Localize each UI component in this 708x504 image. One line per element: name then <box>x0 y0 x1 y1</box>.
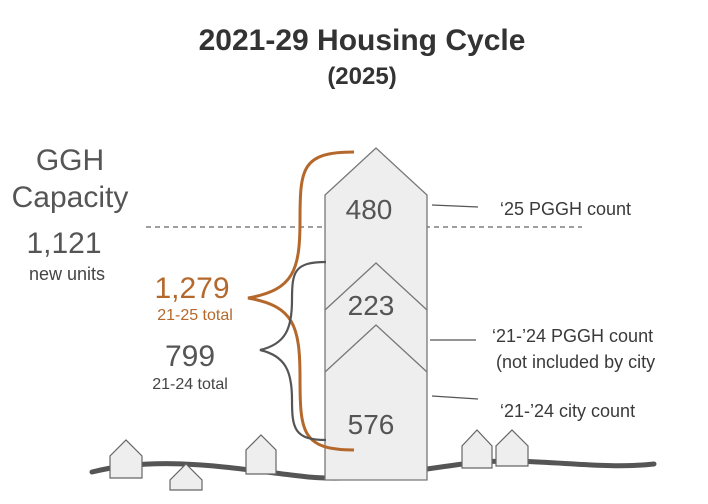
label-21-24-city-count: ‘21-’24 city count <box>500 401 635 421</box>
total-21-25-caption: 21-25 total <box>157 307 233 324</box>
label-21-24-pggh-count: ‘21-’24 PGGH count <box>492 326 653 346</box>
brace-21-24-total <box>259 260 327 442</box>
segment-value-25-pggh: 480 <box>346 194 393 225</box>
brace-21-25-total <box>247 150 355 452</box>
leader-line <box>431 204 479 208</box>
segment-value-21-24-city: 576 <box>348 409 395 440</box>
total-21-25-value: 1,279 <box>154 272 229 305</box>
small-houses <box>109 429 529 491</box>
capacity-caption: new units <box>29 264 105 284</box>
page-subtitle: (2025) <box>327 63 396 90</box>
label-25-pggh-count: ‘25 PGGH count <box>500 199 631 219</box>
tower-outline <box>324 147 428 481</box>
segment-value-21-24-pggh: 223 <box>348 290 395 321</box>
label-not-included-by-city: (not included by city <box>496 352 655 372</box>
small-house <box>461 429 493 469</box>
tower-roof-divider <box>324 262 428 311</box>
capacity-heading-line1: GGH <box>36 144 104 177</box>
page-title: 2021-29 Housing Cycle <box>199 24 526 57</box>
tower-roof-divider <box>324 324 428 373</box>
leader-line <box>431 395 479 400</box>
housing-tower <box>324 147 428 481</box>
small-house <box>109 439 143 479</box>
small-house <box>495 429 529 467</box>
capacity-heading-line2: Capacity <box>12 181 129 214</box>
small-house <box>169 463 203 491</box>
small-house <box>245 434 277 475</box>
total-21-24-value: 799 <box>165 340 215 373</box>
total-21-24-caption: 21-24 total <box>152 376 228 393</box>
capacity-value: 1,121 <box>26 227 101 260</box>
